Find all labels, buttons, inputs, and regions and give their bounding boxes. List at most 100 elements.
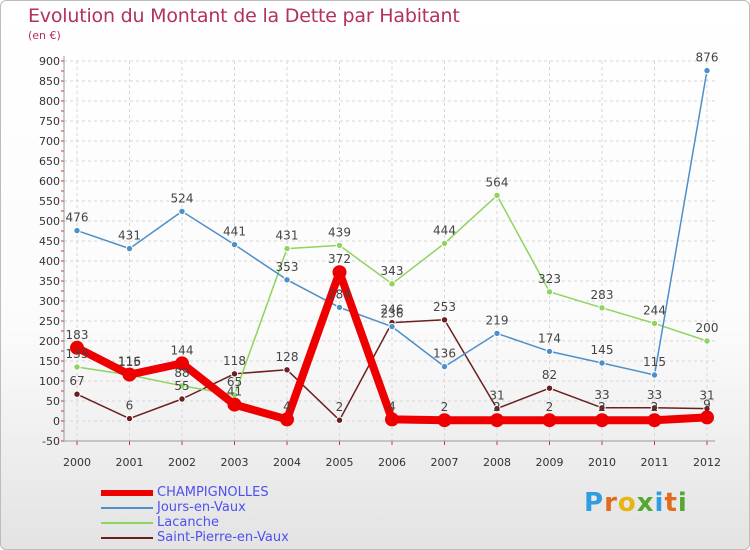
data-label: 524 bbox=[171, 191, 194, 205]
data-point bbox=[73, 363, 81, 371]
legend-swatch bbox=[101, 507, 153, 509]
data-point bbox=[230, 240, 239, 249]
x-tick-label: 2003 bbox=[221, 456, 249, 469]
data-label: 219 bbox=[486, 313, 509, 327]
x-tick-label: 2006 bbox=[378, 456, 406, 469]
data-point bbox=[73, 390, 81, 398]
data-label: 2 bbox=[441, 400, 449, 414]
data-point bbox=[178, 382, 186, 390]
data-label: 284 bbox=[328, 287, 351, 301]
y-tick-label: 700 bbox=[39, 135, 60, 148]
y-tick-label: 800 bbox=[39, 95, 60, 108]
data-point bbox=[283, 244, 291, 253]
data-point bbox=[227, 397, 242, 412]
y-tick-label: 0 bbox=[53, 415, 60, 428]
data-label: 876 bbox=[696, 51, 719, 65]
data-point bbox=[283, 276, 291, 284]
legend-label: Lacanche bbox=[157, 515, 219, 530]
series-champignolles bbox=[70, 265, 714, 428]
y-tick-label: 500 bbox=[39, 215, 60, 228]
data-label: 439 bbox=[328, 225, 351, 239]
data-label: 283 bbox=[591, 288, 614, 302]
data-point bbox=[598, 359, 606, 367]
data-label: 4 bbox=[388, 399, 396, 413]
data-label: 128 bbox=[276, 350, 299, 364]
data-label: 65 bbox=[227, 375, 242, 389]
data-point bbox=[440, 362, 449, 371]
data-label: 6 bbox=[126, 399, 134, 413]
x-tick-label: 2012 bbox=[693, 456, 721, 469]
data-label: 431 bbox=[118, 229, 141, 243]
legend-label: Saint-Pierre-en-Vaux bbox=[157, 530, 289, 545]
data-point bbox=[178, 207, 186, 216]
data-point bbox=[230, 370, 239, 378]
data-point bbox=[598, 304, 606, 312]
y-tick-label: 300 bbox=[39, 295, 60, 308]
data-label: 41 bbox=[227, 385, 242, 399]
y-tick-label: 200 bbox=[39, 335, 60, 348]
x-tick-label: 2000 bbox=[63, 456, 91, 469]
data-label: 200 bbox=[696, 321, 719, 335]
data-point bbox=[335, 303, 344, 312]
chart-subtitle: (en €) bbox=[28, 29, 61, 42]
data-label: 236 bbox=[381, 307, 404, 321]
x-tick-label: 2010 bbox=[588, 456, 616, 469]
data-label: 145 bbox=[591, 343, 614, 357]
y-tick-label: 450 bbox=[39, 235, 60, 248]
data-point bbox=[647, 413, 662, 428]
data-label: 323 bbox=[538, 272, 561, 286]
logo-letter: r bbox=[604, 488, 618, 518]
data-point bbox=[545, 347, 554, 356]
x-tick-label: 2011 bbox=[641, 456, 669, 469]
data-point bbox=[388, 322, 396, 331]
x-tick-label: 2002 bbox=[168, 456, 196, 469]
y-tick-label: 350 bbox=[39, 275, 60, 288]
data-point bbox=[73, 226, 81, 235]
data-point bbox=[542, 413, 557, 428]
data-point bbox=[175, 356, 189, 371]
y-tick-label: 850 bbox=[39, 75, 60, 88]
x-tick-label: 2008 bbox=[483, 456, 511, 469]
data-label: 2 bbox=[493, 400, 501, 414]
data-label: 55 bbox=[174, 379, 189, 393]
logo-letter: i bbox=[677, 488, 688, 518]
data-point bbox=[70, 340, 84, 355]
y-tick-label: -50 bbox=[42, 435, 60, 448]
data-label: 2 bbox=[598, 400, 606, 414]
data-point bbox=[545, 288, 554, 296]
legend-swatch bbox=[101, 490, 153, 496]
y-tick-label: 150 bbox=[39, 355, 60, 368]
data-point bbox=[332, 265, 347, 280]
data-label: 118 bbox=[223, 354, 246, 368]
data-label: 2 bbox=[651, 400, 659, 414]
x-tick-label: 2009 bbox=[536, 456, 564, 469]
data-label: 115 bbox=[643, 355, 666, 369]
data-label: 2 bbox=[546, 400, 554, 414]
y-tick-label: 650 bbox=[39, 155, 60, 168]
x-tick-label: 2007 bbox=[431, 456, 459, 469]
data-point bbox=[280, 412, 294, 427]
data-point bbox=[703, 66, 711, 75]
data-label: 253 bbox=[433, 300, 456, 314]
data-point bbox=[122, 367, 137, 382]
logo-letter: t bbox=[664, 488, 678, 518]
data-label: 116 bbox=[118, 355, 141, 369]
data-label: 67 bbox=[69, 374, 84, 388]
y-tick-label: 550 bbox=[39, 195, 60, 208]
data-label: 441 bbox=[223, 225, 246, 239]
data-label: 431 bbox=[276, 229, 299, 243]
y-tick-label: 100 bbox=[39, 375, 60, 388]
data-label: 135 bbox=[66, 347, 89, 361]
y-tick-label: 600 bbox=[39, 175, 60, 188]
data-label: 246 bbox=[381, 303, 404, 317]
data-point bbox=[493, 404, 501, 413]
data-point bbox=[335, 416, 344, 424]
logo-letter: o bbox=[617, 488, 637, 518]
y-tick-label: 750 bbox=[39, 115, 60, 128]
data-label: 174 bbox=[538, 331, 561, 345]
data-label: 31 bbox=[489, 389, 504, 403]
data-point bbox=[125, 414, 134, 423]
data-point bbox=[385, 412, 399, 427]
data-point bbox=[700, 410, 714, 425]
